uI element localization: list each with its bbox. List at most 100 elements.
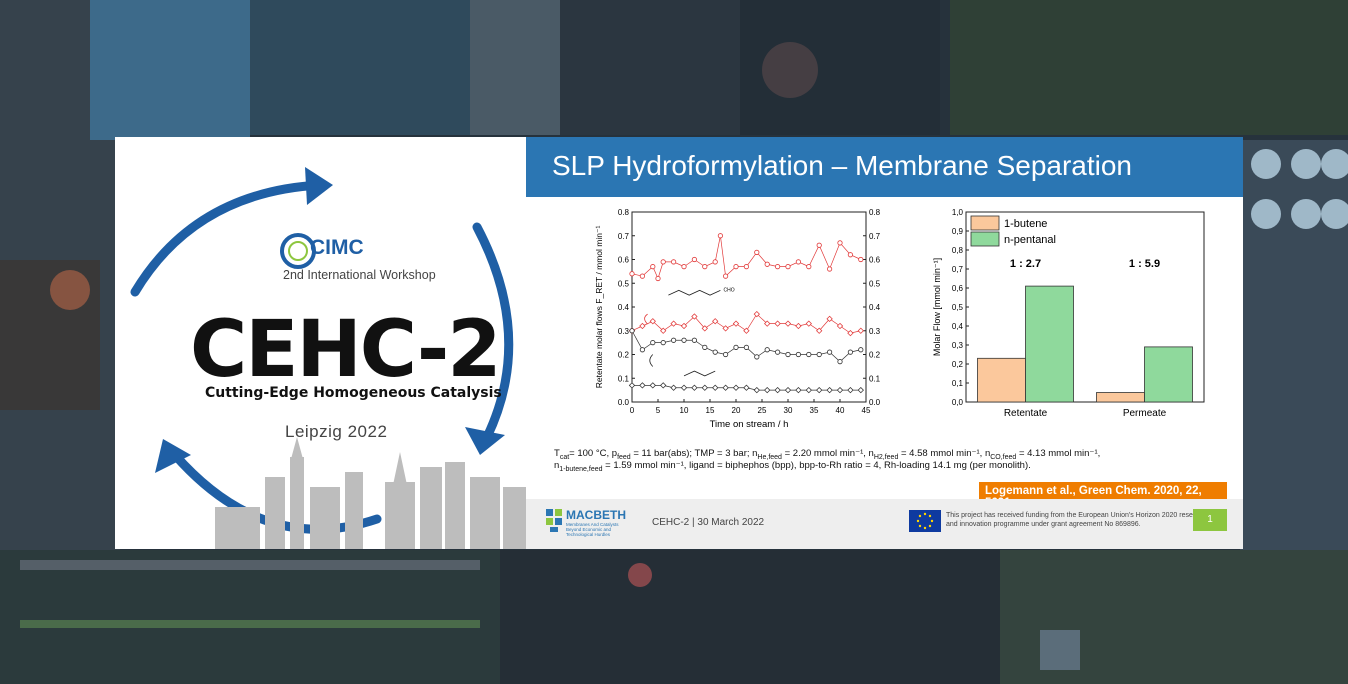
y-tick-label: 0.6 xyxy=(618,256,630,265)
x-tick-label: 5 xyxy=(656,406,661,415)
data-point xyxy=(649,318,656,325)
data-point xyxy=(702,264,708,270)
x-tick-label: 0 xyxy=(630,406,635,415)
y-tick-label-right: 0.5 xyxy=(869,279,880,288)
data-point xyxy=(837,359,843,365)
data-point xyxy=(795,322,802,330)
y-tick-label-right: 0.6 xyxy=(869,256,880,265)
data-point xyxy=(712,259,718,265)
arrow-head-right-icon xyxy=(465,427,505,455)
y-tick-label-right: 0.0 xyxy=(869,398,880,407)
arrow-right-icon xyxy=(472,222,514,442)
data-point xyxy=(717,233,723,239)
data-point xyxy=(629,328,635,334)
y-tick-label: 0,0 xyxy=(952,398,964,407)
data-point xyxy=(743,384,750,391)
y-tick-label: 0,8 xyxy=(952,246,964,255)
data-point xyxy=(628,382,636,389)
data-point xyxy=(712,384,719,391)
data-point xyxy=(816,242,822,248)
data-point xyxy=(732,320,740,327)
data-point xyxy=(795,386,802,394)
pentanal-structure-icon xyxy=(668,289,721,296)
y-tick-label-right: 0.2 xyxy=(869,351,880,360)
y-axis-label: Retentate molar flows F_RET / mmol min⁻¹ xyxy=(594,226,604,389)
data-point xyxy=(795,351,801,358)
data-point xyxy=(857,327,864,334)
workshop-label: 2nd International Workshop xyxy=(283,268,436,282)
y-tick-label: 0.2 xyxy=(618,351,630,360)
y-tick-label: 0,9 xyxy=(952,227,964,236)
ratio-label: 1 : 5.9 xyxy=(1129,258,1160,270)
eu-flag-icon xyxy=(909,510,941,532)
bar xyxy=(1025,285,1074,403)
data-point xyxy=(785,264,791,270)
footer-event-date: CEHC-2 | 30 March 2022 xyxy=(652,517,765,528)
bar xyxy=(1096,392,1145,403)
page-number: 1 xyxy=(1193,509,1227,531)
y-tick-label-right: 0.7 xyxy=(869,232,880,241)
macbeth-logo-icon xyxy=(546,509,562,532)
butene-structure-icon xyxy=(683,370,716,377)
time-on-stream-chart: 0.0 0.0 0.1 0.1 0.2 0.2 0.3 0.3 0.4 0.4 0.5 0.5 0.6 0… xyxy=(594,208,880,430)
data-point xyxy=(712,349,718,355)
data-point xyxy=(805,386,812,394)
data-point xyxy=(670,384,677,391)
x-tick-label: 45 xyxy=(862,406,871,415)
workshop-logo-card: CIMC 2nd International Workshop CEHC-2 C… xyxy=(115,137,526,549)
data-point xyxy=(753,310,760,318)
bar xyxy=(1144,346,1193,403)
arrow-head-bottom-icon xyxy=(155,439,191,473)
data-point xyxy=(847,252,853,258)
arrow-top-left-icon xyxy=(130,180,325,297)
data-point xyxy=(826,386,833,394)
data-point xyxy=(701,384,708,391)
data-point xyxy=(660,382,667,389)
data-point xyxy=(743,344,749,350)
data-point xyxy=(764,386,771,394)
y-tick-label-right: 0.1 xyxy=(869,374,880,383)
data-point xyxy=(827,266,833,272)
data-point xyxy=(858,347,864,353)
legend-label: n-pentanal xyxy=(1004,234,1056,246)
data-point xyxy=(816,327,823,334)
data-point xyxy=(806,264,812,270)
data-point xyxy=(629,271,635,277)
data-point xyxy=(775,349,781,355)
event-place: Leipzig 2022 xyxy=(285,422,388,441)
data-point xyxy=(764,261,770,267)
data-point xyxy=(681,264,687,270)
data-point xyxy=(826,315,833,323)
eu-funding-notice: This project has received funding from t… xyxy=(946,512,1207,528)
data-point xyxy=(712,318,719,325)
arrow-head-top-icon xyxy=(305,167,333,205)
x-tick-label: 40 xyxy=(836,406,845,415)
y-tick-label: 0,4 xyxy=(952,322,964,331)
data-point xyxy=(774,320,781,327)
x-tick-label: 30 xyxy=(784,406,793,415)
x-tick-label: 10 xyxy=(680,406,689,415)
bar xyxy=(977,357,1026,403)
data-point xyxy=(816,386,823,394)
y-tick-label: 0.7 xyxy=(618,232,630,241)
conditions-line-2: n1-butene,feed = 1.59 mmol min⁻¹, ligand… xyxy=(554,460,1031,473)
slide-footer xyxy=(526,499,1243,549)
y-tick-label-right: 0.3 xyxy=(869,327,880,336)
data-point xyxy=(660,259,666,265)
data-point xyxy=(671,337,677,343)
y-tick-label: 0,1 xyxy=(952,379,964,388)
data-point xyxy=(722,384,729,391)
series-line xyxy=(631,235,861,280)
data-point xyxy=(691,337,698,343)
legend-swatch xyxy=(970,231,1000,247)
y-tick-label: 1,0 xyxy=(952,208,964,217)
x-tick-label: 25 xyxy=(758,406,767,415)
y-tick-label: 0,3 xyxy=(952,341,964,350)
data-point xyxy=(857,386,864,394)
macbeth-name: MACBETH xyxy=(566,508,626,522)
event-title: CEHC-2 xyxy=(190,305,501,395)
data-point xyxy=(775,264,781,270)
x-tick-label: 35 xyxy=(810,406,819,415)
data-point xyxy=(816,351,822,358)
